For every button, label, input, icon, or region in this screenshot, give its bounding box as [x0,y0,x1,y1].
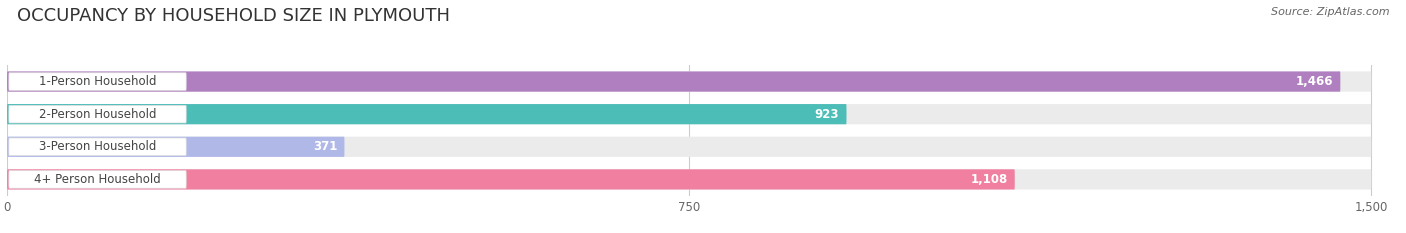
FancyBboxPatch shape [7,72,1371,92]
Text: Source: ZipAtlas.com: Source: ZipAtlas.com [1271,7,1389,17]
FancyBboxPatch shape [7,72,1340,92]
FancyBboxPatch shape [8,105,186,123]
Text: 371: 371 [312,140,337,153]
Text: OCCUPANCY BY HOUSEHOLD SIZE IN PLYMOUTH: OCCUPANCY BY HOUSEHOLD SIZE IN PLYMOUTH [17,7,450,25]
Text: 3-Person Household: 3-Person Household [39,140,156,153]
Text: 923: 923 [814,108,839,121]
FancyBboxPatch shape [8,138,186,156]
FancyBboxPatch shape [7,137,344,157]
Text: 1,108: 1,108 [970,173,1008,186]
FancyBboxPatch shape [7,169,1015,189]
Text: 1,466: 1,466 [1295,75,1333,88]
FancyBboxPatch shape [8,171,186,188]
Text: 1-Person Household: 1-Person Household [39,75,156,88]
FancyBboxPatch shape [8,73,186,90]
FancyBboxPatch shape [7,104,846,124]
Text: 2-Person Household: 2-Person Household [39,108,156,121]
FancyBboxPatch shape [7,137,1371,157]
Text: 4+ Person Household: 4+ Person Household [34,173,160,186]
FancyBboxPatch shape [7,104,1371,124]
FancyBboxPatch shape [7,169,1371,189]
